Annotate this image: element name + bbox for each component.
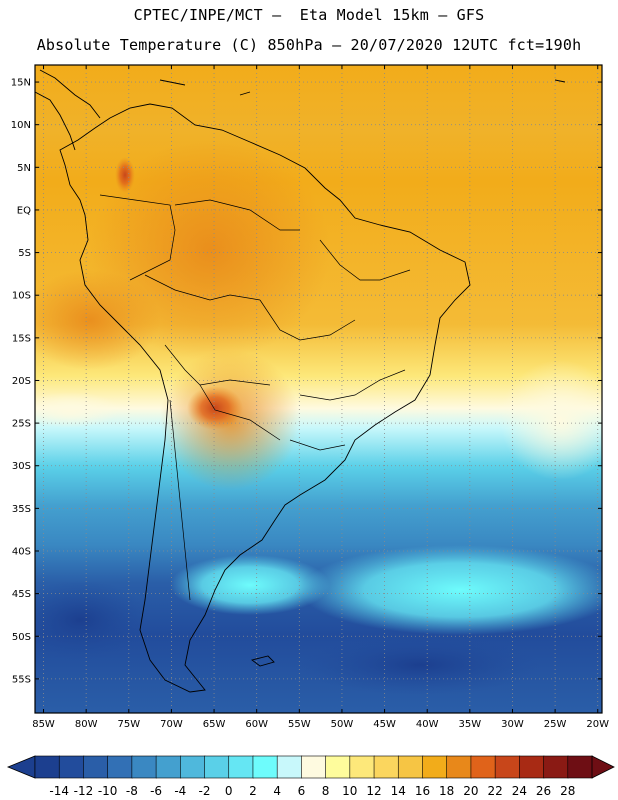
title-model: CPTEC/INPE/MCT – Eta Model 15km – GFS <box>133 6 485 24</box>
colorbar <box>6 755 615 779</box>
lat-tick-label: 30S <box>12 461 31 472</box>
colorbar-label: 8 <box>322 784 330 798</box>
colorbar-label: 2 <box>249 784 257 798</box>
colorbar-arrow-low <box>6 755 36 779</box>
colorbar-swatch <box>397 755 424 779</box>
title-field: Absolute Temperature (C) 850hPa – 20/07/… <box>36 36 582 54</box>
colorbar-swatch <box>301 755 327 779</box>
temperature-field <box>35 65 602 713</box>
colorbar-label: -2 <box>199 784 211 798</box>
colorbar-label: -14 <box>49 784 69 798</box>
colorbar-label: 6 <box>298 784 306 798</box>
lon-tick-label: 50W <box>331 719 354 730</box>
colorbar-label: 16 <box>415 784 430 798</box>
colorbar-swatch <box>422 755 448 779</box>
colorbar-label: -8 <box>126 784 138 798</box>
colorbar-label: -4 <box>174 784 186 798</box>
lat-tick-label: EQ <box>17 205 31 216</box>
colorbar-label: 28 <box>560 784 575 798</box>
lat-tick-label: 50S <box>12 632 31 643</box>
lon-tick-label: 25W <box>544 719 567 730</box>
colorbar-label: 10 <box>342 784 357 798</box>
lat-tick-label: 15N <box>11 78 31 89</box>
colorbar-swatch <box>373 755 400 779</box>
lon-tick-label: 40W <box>416 719 439 730</box>
colorbar-arrow-high <box>591 755 615 779</box>
colorbar-swatch <box>446 755 472 779</box>
colorbar-label: 14 <box>391 784 406 798</box>
colorbar-label: 12 <box>366 784 381 798</box>
colorbar-swatch <box>494 755 521 779</box>
lon-tick-label: 60W <box>245 719 268 730</box>
colorbar-label: -6 <box>150 784 162 798</box>
lon-tick-label: 20W <box>586 719 609 730</box>
colorbar-label: 26 <box>536 784 551 798</box>
lat-tick-label: 25S <box>12 419 31 430</box>
lon-tick-label: 85W <box>32 719 55 730</box>
lat-tick-label: 15S <box>12 333 31 344</box>
colorbar-swatch <box>543 755 569 779</box>
colorbar-swatch <box>131 755 157 779</box>
colorbar-swatch <box>519 755 545 779</box>
lon-tick-label: 30W <box>501 719 524 730</box>
colorbar-swatch <box>228 755 254 779</box>
lon-tick-label: 70W <box>160 719 183 730</box>
south-america-coast <box>59 103 471 693</box>
colorbar-swatch <box>276 755 303 779</box>
colorbar-label: 18 <box>439 784 454 798</box>
lat-tick-label: 55S <box>12 674 31 685</box>
caribbean-islands <box>159 79 566 96</box>
lat-tick-label: 10N <box>11 120 31 131</box>
lat-tick-label: 5S <box>18 248 31 259</box>
colorbar-swatch <box>252 755 278 779</box>
colorbar-label: 20 <box>463 784 478 798</box>
colorbar-label: 22 <box>487 784 502 798</box>
lat-tick-label: 45S <box>12 589 31 600</box>
colorbar-label: 0 <box>225 784 233 798</box>
colorbar-label: 4 <box>273 784 281 798</box>
lon-tick-label: 45W <box>373 719 396 730</box>
colorbar-swatch <box>58 755 85 779</box>
colorbar-swatch <box>180 755 206 779</box>
falklands <box>250 655 275 667</box>
colorbar-swatch <box>34 755 61 779</box>
colorbar-swatch <box>567 755 593 779</box>
coastlines <box>35 69 566 693</box>
colorbar-label: 24 <box>512 784 527 798</box>
country-borders <box>99 194 411 601</box>
lon-tick-label: 55W <box>288 719 311 730</box>
colorbar-swatch <box>349 755 375 779</box>
colorbar-swatch <box>325 755 351 779</box>
graticule <box>35 65 602 713</box>
colorbar-swatch <box>470 755 496 779</box>
lon-tick-label: 65W <box>203 719 226 730</box>
colorbar-label: -12 <box>74 784 94 798</box>
lat-tick-label: 35S <box>12 504 31 515</box>
lat-tick-label: 10S <box>12 291 31 302</box>
colorbar-swatch <box>83 755 109 779</box>
lat-tick-label: 5N <box>17 163 31 174</box>
colorbar-swatch <box>204 755 230 779</box>
lat-tick-label: 20S <box>12 376 31 387</box>
colorbar-swatch <box>155 755 182 779</box>
lon-tick-label: 35W <box>459 719 482 730</box>
latitude-axis: 15N 10N 5N EQ 5S 10S 15S 20S 25S 30S 35S 40S 45S 50S 5… <box>11 78 602 685</box>
colorbar-labels: -14 -12 -10 -8 -6 -4 -2 0 2 4 6 8 10 12 14 16 18 20 22 24 26… <box>49 784 575 798</box>
central-america-coast <box>35 69 101 151</box>
colorbar-label: -10 <box>98 784 118 798</box>
longitude-axis: 85W 80W 75W 70W 65W 60W 55W 50W 45W 40W 35W 30W 25W 2… <box>32 65 609 730</box>
lat-tick-label: 40S <box>12 547 31 558</box>
lon-tick-label: 80W <box>75 719 98 730</box>
map-frame <box>34 64 603 714</box>
colorbar-swatch <box>107 755 133 779</box>
lon-tick-label: 75W <box>117 719 140 730</box>
